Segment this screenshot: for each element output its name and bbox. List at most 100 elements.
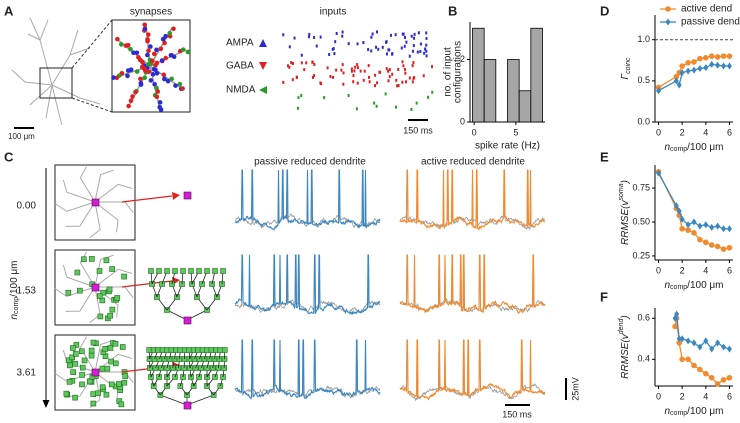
- y-tick-label: 0: [460, 116, 465, 126]
- point: [691, 339, 697, 347]
- input-raster: [282, 30, 434, 111]
- raster-tick: [412, 44, 415, 48]
- synapse: [145, 52, 150, 58]
- label-part: /100 μm: [9, 260, 20, 296]
- label-part: dend: [618, 318, 625, 335]
- compartment: [188, 268, 194, 274]
- reduction-illustration: [54, 164, 228, 411]
- y-tick-label: 0.4: [637, 354, 650, 364]
- compartment: [79, 381, 85, 388]
- panel-letter: E: [600, 149, 609, 164]
- raster-tick: [370, 35, 373, 39]
- dendrite: [89, 201, 101, 239]
- point: [720, 53, 727, 59]
- raster-tick: [291, 78, 294, 82]
- compartment: [88, 347, 95, 354]
- label-part: n: [664, 406, 670, 417]
- raster-tick: [296, 106, 299, 110]
- compartment: [204, 268, 210, 274]
- compartment: [65, 289, 72, 296]
- raster-tick: [425, 43, 428, 47]
- raster-tick: [375, 45, 378, 49]
- raster-tick: [319, 35, 322, 39]
- point: [709, 223, 715, 231]
- point: [703, 64, 709, 72]
- compartment: [95, 390, 101, 397]
- compartment: [70, 369, 77, 375]
- synapse: [154, 60, 160, 66]
- raster-tick: [375, 30, 378, 34]
- raster-tick: [367, 64, 370, 68]
- compartment: [109, 266, 115, 272]
- point: [676, 335, 682, 343]
- raster-tick: [381, 45, 384, 49]
- raster-tick: [376, 81, 379, 85]
- synapse: [154, 47, 159, 53]
- synapse: [151, 51, 157, 57]
- tree-edge: [160, 394, 188, 406]
- point: [708, 53, 715, 59]
- raster-tick: [329, 75, 332, 79]
- compartment: [97, 313, 104, 320]
- time-bar-label: 150 ms: [502, 409, 532, 419]
- raster-tick: [425, 31, 428, 35]
- y-tick-label: 0.6: [637, 313, 650, 323]
- arrow: [121, 195, 173, 203]
- compartment: [90, 400, 97, 407]
- point: [673, 73, 680, 80]
- raster-tick: [413, 32, 416, 36]
- compartment: [74, 269, 81, 276]
- point: [726, 53, 733, 59]
- point: [685, 356, 691, 363]
- synapse: [158, 46, 164, 52]
- synapse: [180, 86, 185, 91]
- point: [726, 225, 732, 233]
- synapse: [154, 85, 159, 91]
- raster-tick: [391, 52, 394, 56]
- compartment: [121, 379, 128, 386]
- compartment: [107, 345, 114, 351]
- point: [697, 343, 703, 351]
- point: [685, 221, 691, 229]
- compartment: [112, 340, 119, 347]
- synapse: [162, 40, 167, 46]
- synapse: [177, 81, 183, 87]
- point: [721, 225, 727, 233]
- raster-tick: [342, 82, 345, 86]
- synapse: [154, 94, 160, 100]
- raster-tick: [282, 80, 285, 84]
- raster-tick: [352, 80, 355, 84]
- compartment: [67, 362, 73, 369]
- raster-tick: [431, 65, 434, 69]
- point: [709, 60, 715, 68]
- legend-marker: [665, 18, 671, 26]
- dendrite: [94, 169, 114, 203]
- compartment: [164, 268, 170, 274]
- synapse: [123, 43, 129, 48]
- panel-letter: D: [600, 3, 609, 18]
- synapse: [163, 55, 169, 61]
- x-axis-label: ncomp/100 μm: [664, 142, 723, 153]
- synapse: [150, 72, 156, 77]
- x-axis-label: ncomp/100 μm: [664, 280, 723, 291]
- point: [697, 65, 703, 72]
- raster-tick: [286, 64, 289, 68]
- y-tick-label: 0.50: [632, 216, 650, 226]
- synapse: [134, 69, 140, 74]
- tree-edge: [166, 309, 188, 321]
- point: [676, 207, 682, 215]
- label-part: ): [620, 180, 631, 184]
- inputs-title: inputs: [320, 7, 347, 18]
- raster-tick: [341, 34, 344, 38]
- dendrite: [62, 264, 96, 288]
- raster-tick: [300, 61, 303, 65]
- point: [709, 345, 715, 353]
- raster-tick: [363, 69, 366, 73]
- synapse: [155, 89, 161, 94]
- bar: [518, 90, 532, 123]
- synapse: [161, 72, 167, 78]
- compartment: [112, 360, 119, 367]
- point: [691, 59, 697, 65]
- point: [720, 377, 727, 383]
- synapse: [130, 94, 135, 99]
